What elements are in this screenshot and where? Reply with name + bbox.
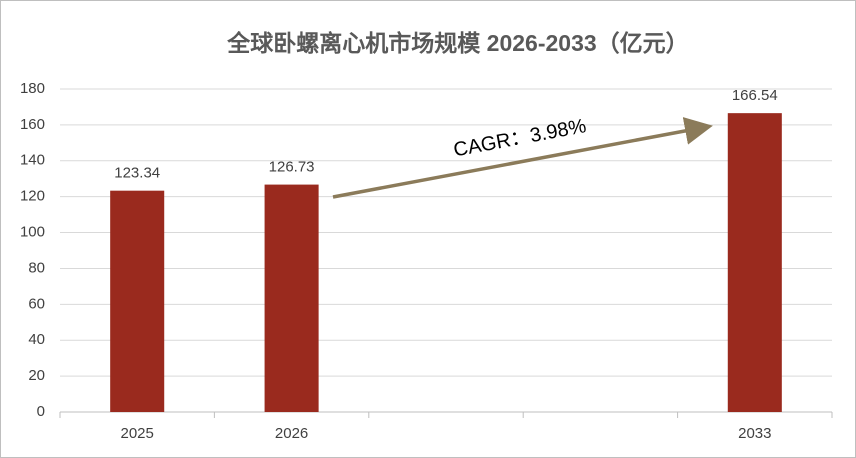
data-label: 166.54 bbox=[732, 87, 778, 104]
y-tick-label: 20 bbox=[28, 367, 45, 384]
y-tick-label: 40 bbox=[28, 331, 45, 348]
data-label: 123.34 bbox=[114, 165, 160, 182]
chart-title: 全球卧螺离心机市场规模 2026-2033（亿元） bbox=[226, 30, 688, 56]
y-tick-label: 80 bbox=[28, 259, 45, 276]
y-tick-label: 160 bbox=[20, 116, 45, 133]
x-tick-label: 2033 bbox=[738, 425, 771, 442]
x-tick-label: 2026 bbox=[275, 425, 308, 442]
y-tick-label: 140 bbox=[20, 152, 45, 169]
cagr-arrow bbox=[332, 117, 713, 199]
bar bbox=[727, 113, 782, 412]
y-tick-label: 180 bbox=[20, 80, 45, 97]
y-tick-label: 100 bbox=[20, 224, 45, 241]
data-label: 126.73 bbox=[269, 159, 315, 176]
x-tick-label: 2025 bbox=[121, 425, 154, 442]
y-tick-label: 60 bbox=[28, 295, 45, 312]
bar bbox=[110, 190, 165, 412]
y-tick-label: 0 bbox=[37, 403, 45, 420]
bar bbox=[264, 184, 319, 412]
y-tick-label: 120 bbox=[20, 188, 45, 205]
